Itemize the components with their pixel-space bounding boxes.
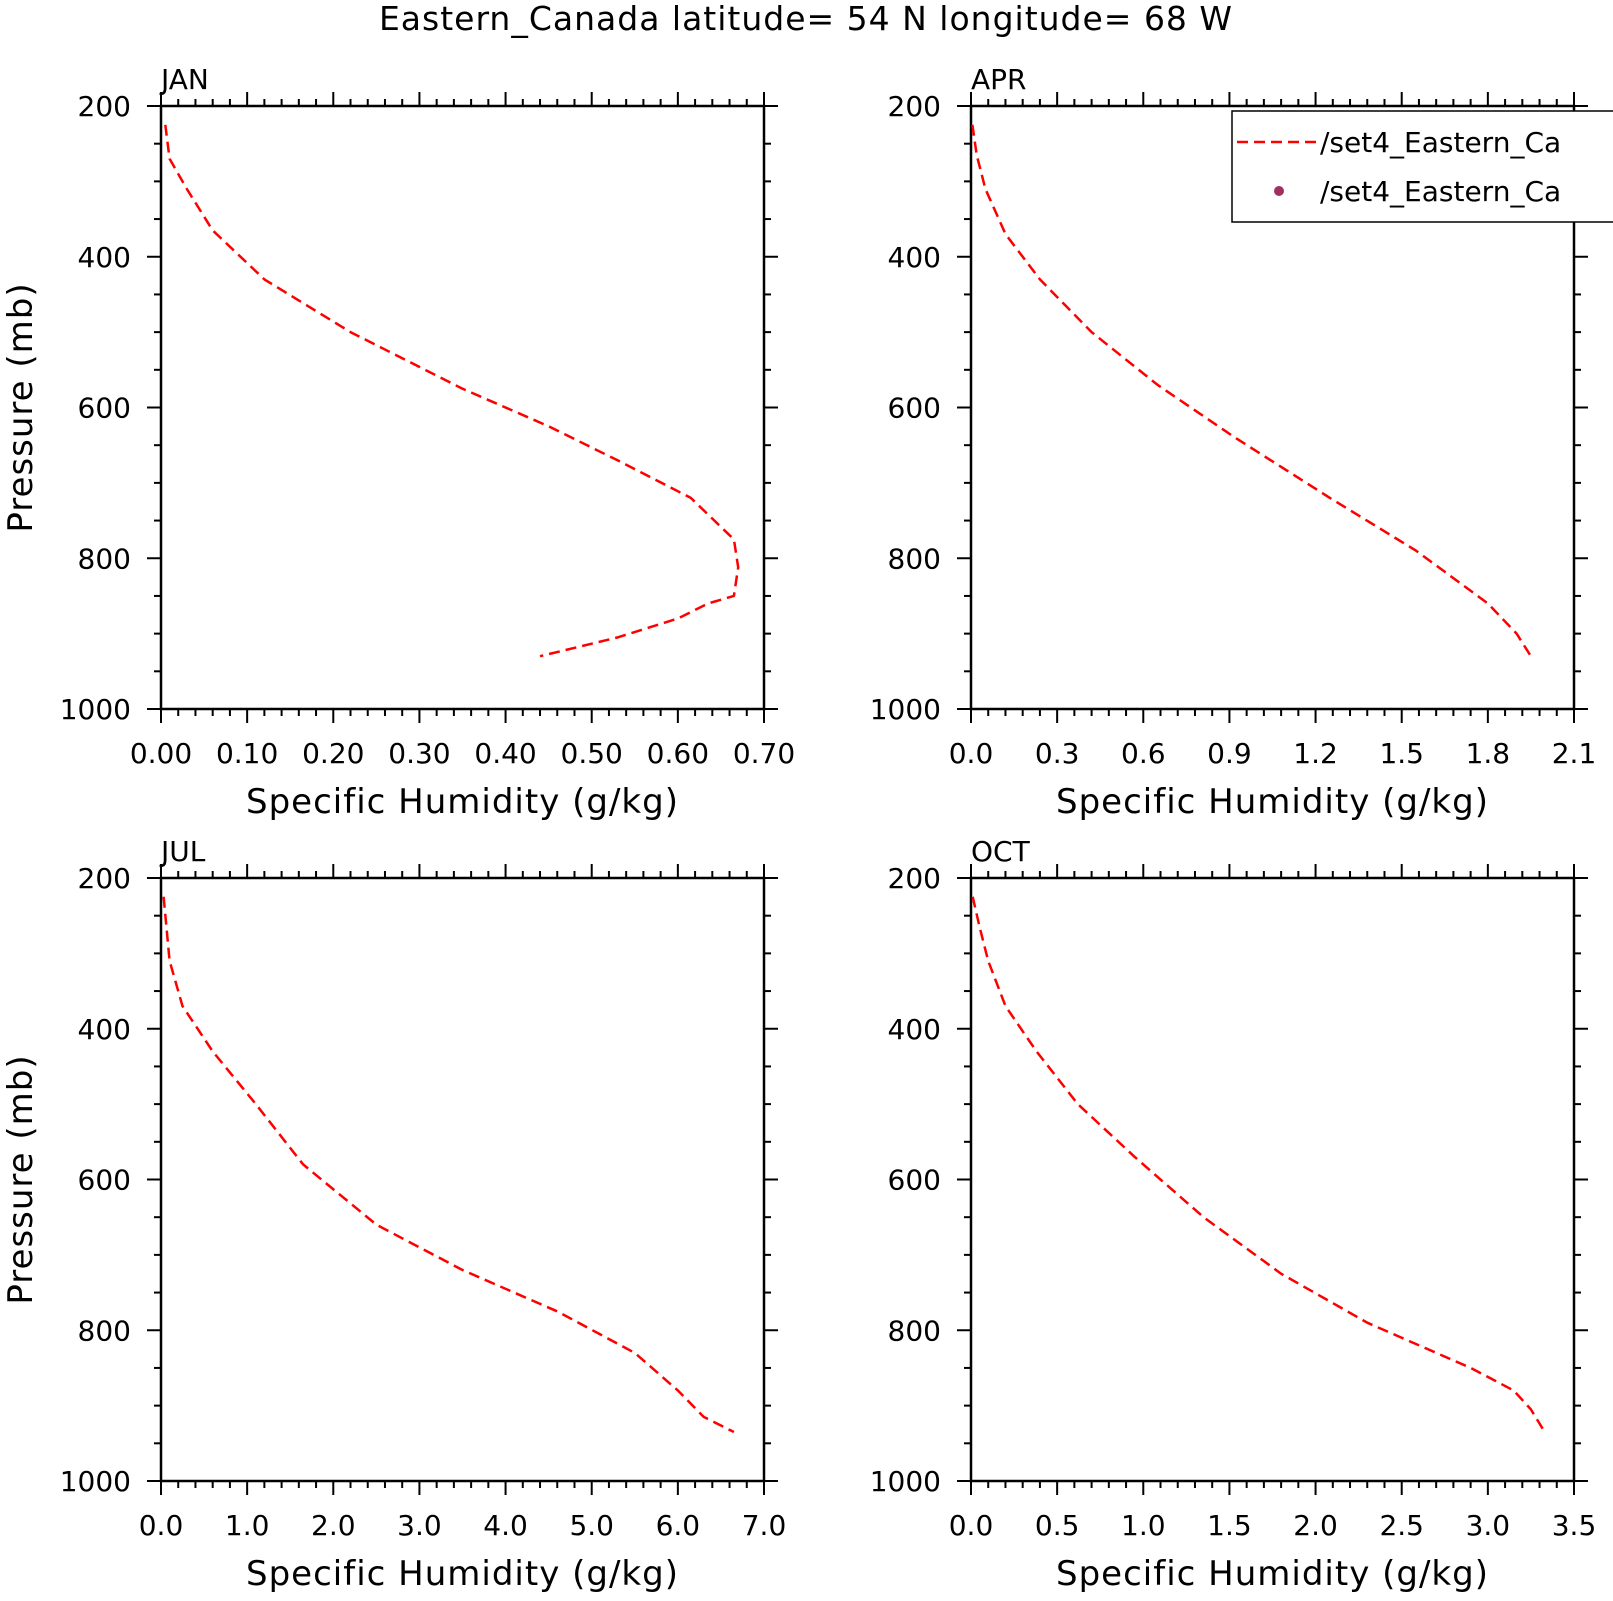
x-tick-label: 2.0	[1293, 1509, 1338, 1542]
y-tick-label: 400	[888, 241, 941, 274]
series-line	[162, 896, 735, 1434]
series-line	[971, 896, 1546, 1433]
x-tick-label: 6.0	[656, 1509, 701, 1542]
panels: 0.00 0.10 0.20 0.30 0.40 0.50 0.60 0.70 200 400 60…	[1, 63, 1596, 1594]
x-tick-label: 0.6	[1121, 737, 1166, 770]
x-tick-label: 2.1	[1552, 737, 1597, 770]
y-axis-label: Pressure (mb)	[1, 1054, 41, 1304]
x-tick-label: 0.50	[561, 737, 623, 770]
x-tick-label: 0.0	[949, 737, 994, 770]
panel-jan: 0.00 0.10 0.20 0.30 0.40 0.50 0.60 0.70 200 400 60…	[1, 63, 795, 822]
y-tick-label: 1000	[870, 693, 941, 726]
y-tick-label: 1000	[870, 1465, 941, 1498]
x-tick-label: 1.2	[1293, 737, 1338, 770]
panel-title: APR	[971, 63, 1027, 96]
x-tick-label: 7.0	[742, 1509, 787, 1542]
y-tick-label: 400	[78, 241, 131, 274]
x-tick-label: 3.0	[1466, 1509, 1511, 1542]
y-tick-label: 400	[888, 1013, 941, 1046]
x-tick-label: 0.60	[647, 737, 709, 770]
y-tick-label: 800	[888, 1314, 941, 1347]
x-tick-label: 0.00	[130, 737, 192, 770]
y-tick-label: 200	[888, 862, 941, 895]
x-tick-label: 1.5	[1379, 737, 1424, 770]
y-tick-label: 800	[888, 542, 941, 575]
x-tick-label: 0.9	[1207, 737, 1252, 770]
x-axis-label: Specific Humidity (g/kg)	[1056, 782, 1489, 822]
x-tick-label: 0.3	[1035, 737, 1080, 770]
y-tick-label: 600	[888, 1164, 941, 1197]
x-tick-label: 1.0	[1121, 1509, 1166, 1542]
y-tick-label: 1000	[60, 693, 131, 726]
legend-label-1: /set4_Eastern_Ca	[1320, 126, 1561, 159]
x-tick-label: 0.5	[1035, 1509, 1080, 1542]
series-line	[164, 124, 740, 658]
legend-box	[1231, 110, 1613, 223]
panel-apr: 0.0 0.3 0.6 0.9 1.2 1.5 1.8 2.1 200 400 600 800 1000…	[870, 63, 1597, 822]
x-tick-label: 3.5	[1552, 1509, 1597, 1542]
x-tick-label: 0.70	[733, 737, 795, 770]
x-tick-label: 3.0	[397, 1509, 442, 1542]
y-tick-label: 1000	[60, 1465, 131, 1498]
panel-title: JUL	[159, 835, 206, 868]
legend: /set4_Eastern_Ca /set4_Eastern_Ca	[1231, 110, 1613, 223]
x-tick-label: 0.0	[949, 1509, 994, 1542]
x-tick-label: 0.0	[139, 1509, 184, 1542]
y-tick-label: 200	[888, 90, 941, 123]
x-tick-label: 2.0	[311, 1509, 356, 1542]
y-tick-label: 800	[78, 542, 131, 575]
panel-title: OCT	[971, 835, 1031, 868]
y-tick-label: 200	[78, 90, 131, 123]
x-axis-label: Specific Humidity (g/kg)	[1056, 1554, 1489, 1594]
x-tick-label: 1.0	[225, 1509, 270, 1542]
panel-title: JAN	[159, 63, 209, 96]
x-tick-label: 2.5	[1379, 1509, 1424, 1542]
y-tick-label: 600	[78, 392, 131, 425]
series-line	[971, 124, 1532, 657]
x-tick-label: 0.30	[388, 737, 450, 770]
x-tick-label: 1.5	[1207, 1509, 1252, 1542]
x-tick-label: 4.0	[483, 1509, 528, 1542]
y-axis-label: Pressure (mb)	[1, 282, 41, 532]
panel-oct: 0.0 0.5 1.0 1.5 2.0 2.5 3.0 3.5 200 400 600 800 1000…	[870, 835, 1597, 1594]
figure-title: Eastern_Canada latitude= 54 N longitude=…	[379, 0, 1233, 38]
x-axis-label: Specific Humidity (g/kg)	[246, 1554, 679, 1594]
x-tick-label: 0.10	[216, 737, 278, 770]
y-tick-label: 800	[78, 1314, 131, 1347]
y-tick-label: 600	[888, 392, 941, 425]
legend-label-2: /set4_Eastern_Ca	[1320, 175, 1561, 208]
x-axis-label: Specific Humidity (g/kg)	[246, 782, 679, 822]
y-tick-label: 200	[78, 862, 131, 895]
x-tick-label: 0.20	[302, 737, 364, 770]
x-tick-label: 5.0	[569, 1509, 614, 1542]
x-tick-label: 0.40	[474, 737, 536, 770]
y-tick-label: 400	[78, 1013, 131, 1046]
y-tick-label: 600	[78, 1164, 131, 1197]
panel-jul: 0.0 1.0 2.0 3.0 4.0 5.0 6.0 7.0 200 400 600 800 1000…	[1, 835, 786, 1594]
legend-marker-swatch	[1274, 186, 1284, 196]
x-tick-label: 1.8	[1466, 737, 1511, 770]
